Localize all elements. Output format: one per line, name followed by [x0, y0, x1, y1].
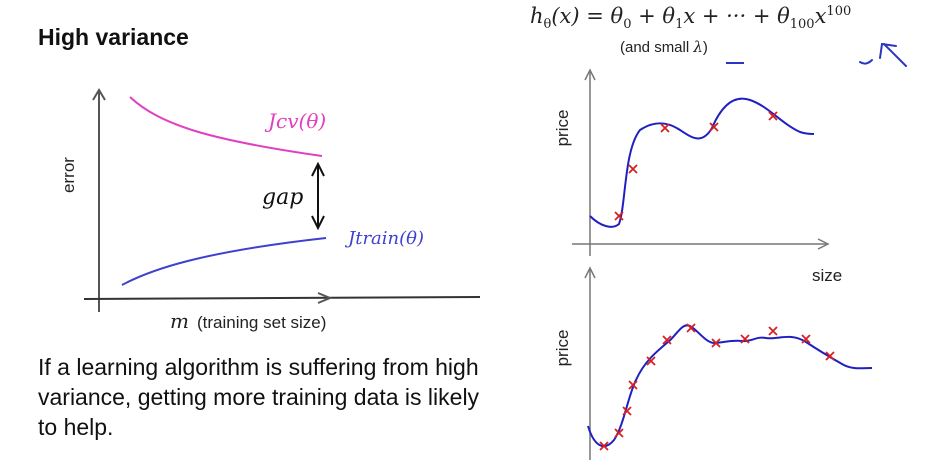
gap-label: gap: [262, 185, 303, 210]
train-error-curve: [121, 237, 327, 286]
bottom-data-marker: [622, 406, 632, 416]
cv-error-curve: [129, 96, 323, 157]
top-data-marker: [628, 164, 638, 174]
error-axis-label: error: [59, 157, 78, 193]
x-axis-label-rest: (training set size): [197, 313, 326, 332]
bottom-data-marker: [711, 338, 721, 348]
annotation-arrow-icon: [859, 42, 907, 67]
bottom-data-marker: [599, 441, 609, 451]
top-price-label: price: [553, 110, 572, 147]
cv-error-label: Jcv(θ): [264, 109, 326, 133]
bottom-data-marker: [740, 334, 750, 344]
bottom-data-marker: [768, 326, 778, 336]
bottom-price-label: price: [553, 330, 572, 367]
top-fit-curve: [589, 97, 815, 228]
bottom-data-marker: [686, 323, 696, 333]
slide-title: High variance: [38, 24, 189, 50]
train-error-label: Jtrain(θ): [344, 228, 424, 249]
top-x-axis-arrow-icon: [817, 238, 830, 250]
x-axis-label: m (training set size): [170, 309, 326, 333]
top-data-marker: [768, 111, 778, 121]
x-axis-label-m: m: [170, 309, 189, 333]
lambda-note-prefix: (and small: [620, 39, 694, 56]
y-axis-arrow-icon: [92, 88, 106, 101]
hypothesis-formula: hθ(x) = θ0 + θ1x + ··· + θ100x100: [530, 4, 852, 33]
bottom-y-axis-arrow-icon: [584, 266, 596, 279]
gap-double-arrow-icon: [311, 161, 325, 231]
lambda-symbol: λ: [693, 38, 703, 56]
bottom-markers: [599, 323, 835, 451]
top-size-label: size: [812, 266, 842, 285]
top-price-plot: price size: [553, 68, 842, 285]
bottom-data-marker: [662, 335, 672, 345]
x-axis: [83, 296, 481, 300]
top-y-axis-arrow-icon: [584, 68, 596, 81]
bottom-data-marker: [825, 351, 835, 361]
bottom-data-marker: [646, 356, 656, 366]
bottom-data-marker: [614, 428, 624, 438]
learning-curve-chart: error Jcv(θ) Jtrain(θ) gap m (training se…: [59, 88, 481, 333]
top-data-marker: [660, 123, 670, 133]
bottom-fit-curve: [587, 324, 873, 448]
lambda-note-suffix: ): [702, 39, 708, 56]
top-markers: [614, 111, 778, 221]
top-data-marker: [614, 211, 624, 221]
bottom-data-marker: [628, 380, 638, 390]
top-data-marker: [709, 122, 719, 132]
lambda-note: (and small λ): [620, 38, 708, 56]
bottom-data-marker: [801, 334, 811, 344]
conclusion-text: If a learning algorithm is suffering fro…: [38, 354, 480, 440]
x-axis-arrow-icon: [317, 292, 333, 304]
bottom-price-plot: price: [553, 266, 873, 460]
